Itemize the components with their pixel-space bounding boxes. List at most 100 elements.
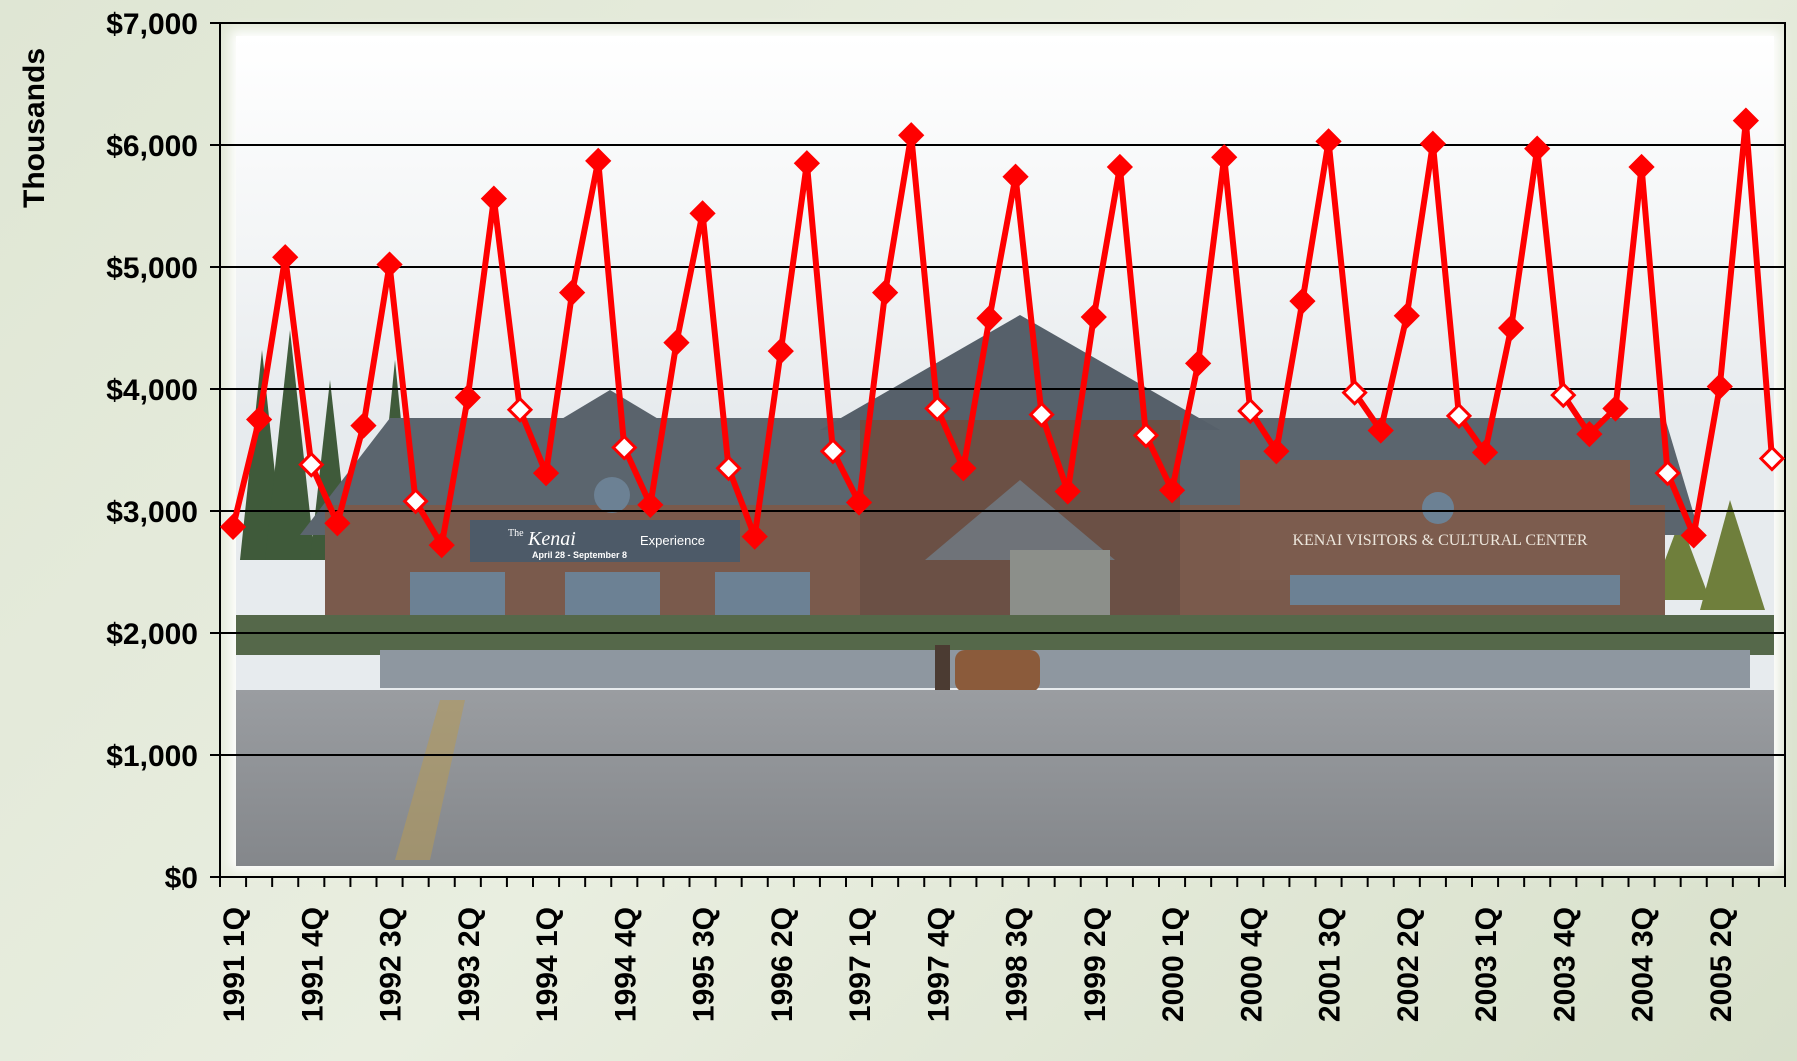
data-point: [819, 438, 847, 465]
y-tick-label: $1,000: [106, 740, 198, 773]
x-tick-label: 2001 3Q: [1314, 907, 1347, 1022]
y-tick-label: $7,000: [106, 8, 198, 41]
data-point: [1524, 135, 1551, 162]
data-point: [219, 513, 247, 540]
data-point: [454, 384, 481, 411]
data-point: [950, 455, 977, 482]
sign-right: KENAI VISITORS & CULTURAL CENTER: [1292, 532, 1587, 549]
data-point: [324, 510, 351, 537]
sign-left-prefix: The: [508, 528, 524, 539]
data-point: [715, 455, 742, 482]
data-point: [663, 329, 690, 356]
data-point: [1289, 288, 1316, 315]
y-axis: $0 $1,000 $2,000 $3,000 $4,000 $5,000 $6,000 $7…: [106, 8, 220, 895]
data-point: [1132, 422, 1160, 449]
data-point: [506, 396, 534, 423]
x-tick-label: 1991 1Q: [218, 907, 251, 1022]
data-point: [1654, 460, 1681, 487]
x-axis: 1991 1Q 1991 4Q 1992 3Q 1993 2Q 1994 1Q 1994 …: [218, 877, 1786, 1022]
background-photo: The Kenai Experience April 28 - Septembe…: [230, 30, 1780, 870]
data-point: [402, 488, 429, 515]
data-point: [428, 532, 455, 559]
y-tick-label: $4,000: [106, 374, 198, 407]
data-point: [480, 185, 507, 212]
data-point: [1706, 373, 1733, 400]
data-point: [1158, 477, 1186, 504]
data-point: [1367, 417, 1394, 444]
x-tick-label: 1993 2Q: [453, 907, 486, 1022]
x-tick-label: 2002 2Q: [1392, 907, 1425, 1022]
data-point: [532, 460, 560, 487]
x-tick-label: 1995 3Q: [688, 907, 721, 1022]
x-tick-label: 2000 1Q: [1157, 907, 1190, 1022]
x-tick-label: 2003 4Q: [1548, 907, 1581, 1022]
x-tick-label: 2005 2Q: [1705, 907, 1738, 1022]
data-point: [1576, 421, 1603, 448]
x-tick-label: 1997 4Q: [922, 907, 955, 1022]
data-point: [1393, 302, 1420, 329]
data-point: [1080, 303, 1107, 331]
data-point: [1315, 128, 1342, 155]
data-point: [1054, 478, 1081, 505]
y-axis-title: Thousands: [18, 48, 51, 208]
data-point: [1263, 438, 1290, 465]
sign-left-dates: April 28 - September 8: [532, 550, 627, 560]
data-point: [585, 147, 612, 174]
data-point: [1498, 314, 1525, 342]
data-point: [898, 122, 925, 149]
sign-left-title: Kenai: [527, 528, 576, 550]
data-point: [376, 251, 403, 278]
data-point: [1732, 107, 1759, 134]
data-point: [1002, 163, 1029, 190]
y-tick-label: $0: [165, 862, 198, 895]
data-point: [872, 279, 899, 306]
x-tick-label: 1991 4Q: [296, 907, 329, 1022]
data-point: [559, 279, 586, 306]
data-point: [1028, 401, 1055, 428]
y-tick-label: $3,000: [106, 496, 198, 529]
data-point: [1758, 445, 1786, 472]
x-tick-label: 1997 1Q: [844, 907, 877, 1022]
data-point: [1211, 144, 1238, 171]
building: The Kenai Experience April 28 - Septembe…: [300, 315, 1700, 650]
parked-car: [935, 645, 1040, 695]
data-point: [246, 406, 273, 433]
x-tick-label: 1994 4Q: [609, 907, 642, 1022]
data-point: [1341, 379, 1368, 406]
data-point: [298, 451, 325, 478]
data-point: [1185, 350, 1212, 377]
x-tick-label: 1999 2Q: [1079, 907, 1112, 1022]
data-point: [1471, 439, 1499, 466]
data-point: [1419, 130, 1446, 157]
x-tick-label: 2003 1Q: [1470, 907, 1503, 1022]
data-point: [1680, 522, 1707, 549]
data-point: [845, 489, 873, 516]
data-point: [1628, 153, 1655, 181]
x-tick-label: 1994 1Q: [531, 907, 564, 1022]
y-tick-label: $5,000: [106, 252, 198, 285]
data-point: [1602, 395, 1629, 422]
data-point: [793, 150, 820, 177]
y-tick-label: $2,000: [106, 618, 198, 651]
sign-left-subtitle: Experience: [640, 533, 705, 548]
data-point: [350, 412, 377, 439]
y-tick-label: $6,000: [106, 130, 198, 163]
series-line: [230, 117, 1775, 549]
data-point: [1445, 402, 1473, 429]
data-point: [689, 200, 716, 227]
data-point: [1106, 153, 1133, 181]
x-tick-label: 1996 2Q: [766, 907, 799, 1022]
data-point: [272, 244, 299, 271]
x-tick-label: 1992 3Q: [375, 907, 408, 1022]
data-point: [976, 305, 1003, 332]
data-point: [611, 434, 638, 461]
data-point: [924, 395, 951, 422]
x-tick-label: 1998 3Q: [1001, 907, 1034, 1022]
data-point: [767, 338, 794, 365]
series-revenue: [219, 107, 1786, 559]
x-tick-label: 2004 3Q: [1627, 907, 1660, 1022]
data-point: [637, 491, 664, 519]
x-tick-label: 2000 4Q: [1235, 907, 1268, 1022]
